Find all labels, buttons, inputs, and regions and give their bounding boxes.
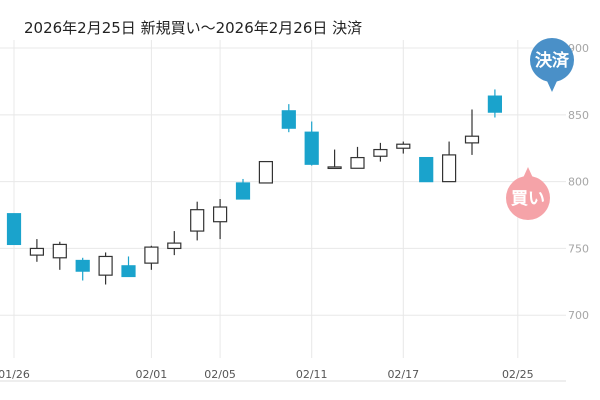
x-tick-label: 02/05: [204, 368, 236, 381]
x-tick-label: 02/17: [387, 368, 419, 381]
candle: [350, 146, 365, 169]
candle-body: [98, 255, 113, 276]
candle-body: [373, 148, 388, 157]
axes: 700 750 800 850 900 01/26 02/01 02/05 02/11 02/17…: [0, 42, 589, 382]
candle-body: [121, 265, 136, 278]
candle: [52, 241, 67, 270]
candle: [327, 149, 342, 170]
candle: [442, 141, 457, 183]
candle: [396, 141, 411, 154]
y-tick-label: 800: [568, 176, 589, 189]
candle-body: [29, 247, 44, 256]
y-tick-label: 850: [568, 109, 589, 122]
buy-marker-label: 買い: [511, 189, 545, 209]
candle-body: [190, 209, 205, 232]
candle-body: [304, 131, 319, 165]
grid-lines: [0, 40, 566, 358]
candle: [213, 199, 228, 240]
candle: [258, 160, 273, 184]
candle: [29, 239, 44, 262]
candle-body: [235, 182, 251, 200]
buy-marker-pointer: [523, 167, 533, 178]
buy-marker: 買い: [506, 167, 550, 220]
candle-body: [464, 135, 480, 144]
candle: [144, 245, 159, 270]
candle-body: [144, 246, 159, 264]
candle-body: [419, 156, 434, 183]
x-tick-label: 01/26: [0, 368, 30, 381]
candle: [464, 109, 480, 155]
x-tick-label: 02/11: [296, 368, 328, 381]
candle-body: [52, 243, 67, 259]
candle-body: [396, 143, 411, 149]
candle-body: [167, 242, 182, 250]
candle: [121, 256, 136, 278]
y-tick-label: 900: [568, 42, 589, 55]
candle-body: [258, 160, 273, 184]
y-tick-label: 750: [568, 242, 589, 255]
candle: [281, 104, 296, 133]
x-tick-label: 02/25: [502, 368, 534, 381]
candles: [6, 89, 502, 285]
candle-body: [442, 154, 457, 183]
candle-body: [327, 166, 342, 170]
candle: [373, 142, 388, 162]
buy-marker-bubble: [506, 176, 550, 220]
x-tick-label: 02/01: [136, 368, 168, 381]
candle: [6, 213, 22, 246]
candle-body: [213, 206, 228, 223]
chart-title: 2026年2月25日 新規買い～2026年2月26日 決済: [24, 19, 363, 37]
candle-body: [75, 259, 90, 272]
candle-body: [487, 95, 502, 113]
settle-marker-label: 決済: [535, 50, 570, 71]
settle-marker-pointer: [547, 81, 557, 92]
candle-body: [350, 156, 365, 169]
candle: [419, 156, 434, 183]
candle: [98, 252, 113, 285]
settle-marker: 決済: [530, 38, 574, 92]
settle-marker-bubble: [530, 38, 574, 82]
y-tick-label: 700: [568, 309, 589, 322]
candle: [487, 89, 502, 118]
candle: [235, 178, 251, 200]
candle: [167, 231, 182, 256]
candle-body: [6, 213, 22, 246]
candle-body: [281, 110, 296, 129]
candle: [304, 121, 319, 166]
candle: [75, 257, 90, 281]
candle: [190, 201, 205, 241]
